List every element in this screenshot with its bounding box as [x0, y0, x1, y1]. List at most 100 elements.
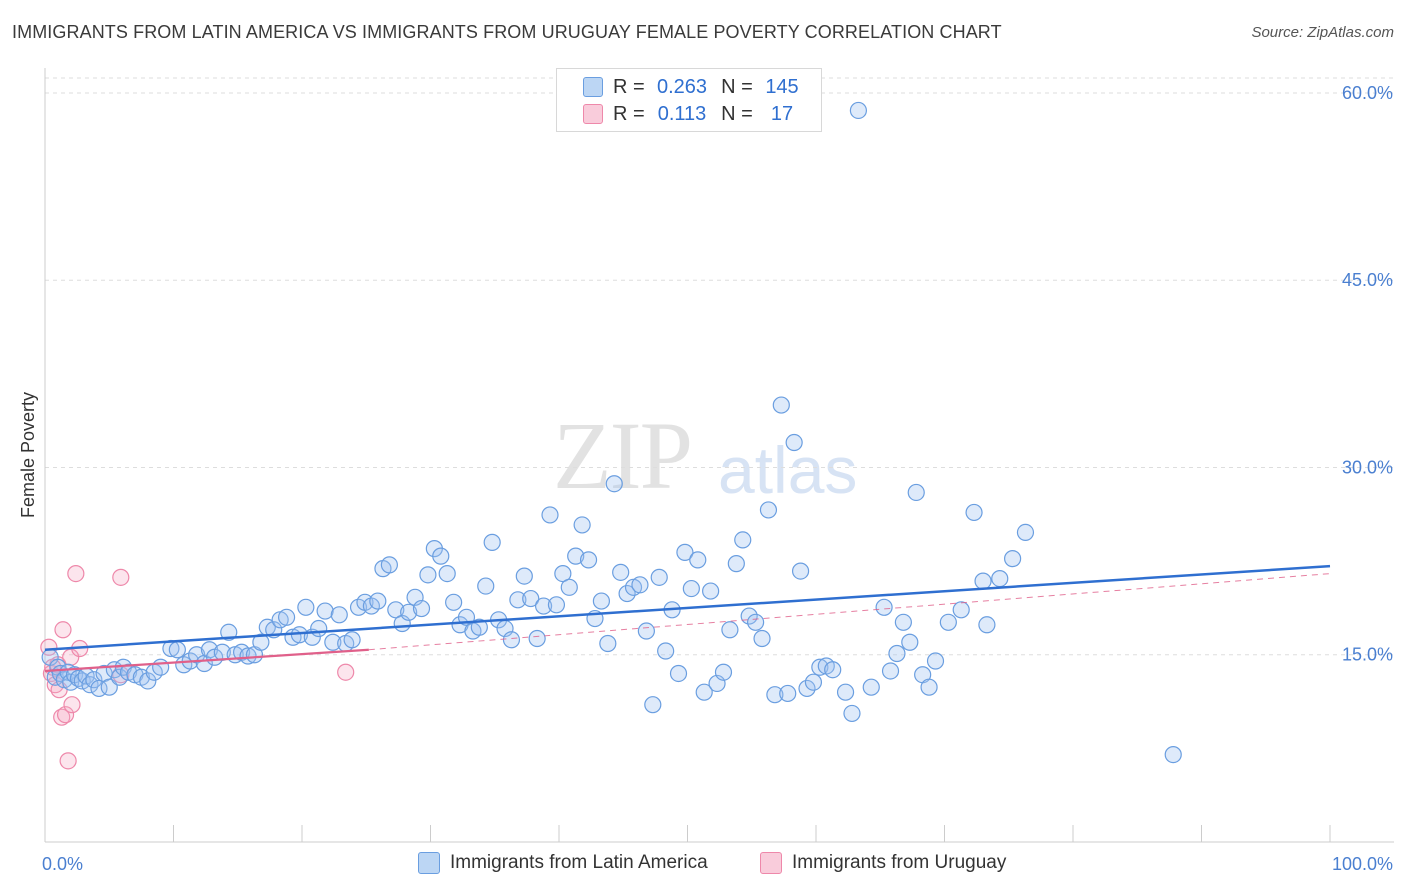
- point-latin-america: [477, 577, 495, 595]
- point-latin-america: [785, 433, 803, 452]
- point-latin-america: [753, 629, 771, 648]
- legend-r-value: 0.113: [657, 102, 707, 125]
- point-latin-america: [567, 547, 585, 565]
- legend-r-label: R =: [613, 75, 645, 98]
- point-latin-america: [412, 599, 431, 618]
- y-tick-label: 15.0%: [1342, 645, 1393, 665]
- bottom-legend-label: Immigrants from Latin America: [450, 852, 708, 873]
- tick-labels: 15.0% 30.0% 45.0% 60.0% 0.0% 100.0%: [42, 83, 1393, 874]
- legend-row-uruguay: R = 0.113 N = 17: [583, 102, 807, 126]
- point-latin-america: [843, 704, 861, 723]
- x-tick-label-min: 0.0%: [42, 854, 83, 874]
- point-uruguay: [56, 706, 75, 724]
- point-latin-america: [650, 568, 668, 586]
- point-latin-america: [380, 556, 398, 574]
- point-latin-america: [689, 551, 707, 569]
- point-latin-america: [316, 602, 334, 620]
- point-latin-america: [920, 678, 938, 696]
- y-tick-label: 60.0%: [1342, 83, 1393, 103]
- point-latin-america: [85, 671, 103, 689]
- point-latin-america: [139, 672, 157, 690]
- point-latin-america: [438, 565, 456, 583]
- point-latin-america: [1016, 523, 1035, 542]
- point-latin-america: [522, 589, 540, 608]
- point-latin-america: [445, 593, 463, 611]
- point-latin-america: [721, 621, 739, 639]
- x-tick-label-max: 100.0%: [1332, 854, 1393, 874]
- point-latin-america: [369, 592, 387, 610]
- point-latin-america: [888, 644, 906, 663]
- point-latin-america: [875, 598, 893, 616]
- point-latin-america: [168, 641, 186, 659]
- point-latin-america: [791, 562, 810, 580]
- bottom-legend-swatch-pink: [760, 852, 782, 874]
- point-latin-america: [881, 662, 900, 680]
- legend-r-label: R =: [613, 102, 645, 125]
- point-latin-america: [974, 572, 992, 590]
- point-latin-america: [965, 503, 983, 522]
- bottom-legend-swatch-blue: [418, 852, 440, 874]
- point-latin-america: [152, 658, 170, 676]
- source-credit: Source: ZipAtlas.com: [1251, 24, 1394, 41]
- point-latin-america: [952, 601, 970, 619]
- correlation-legend: R = 0.263 N = 145 R = 0.113 N = 17: [556, 68, 822, 132]
- point-latin-america: [252, 633, 270, 651]
- point-uruguay: [112, 568, 130, 586]
- point-latin-america: [509, 591, 527, 609]
- point-latin-america: [470, 618, 488, 636]
- legend-swatch-blue: [583, 77, 603, 97]
- legend-n-value: 145: [765, 75, 799, 98]
- series-latin-america: [41, 101, 1182, 764]
- point-uruguay: [54, 621, 72, 639]
- point-latin-america: [637, 622, 655, 640]
- point-latin-america: [901, 633, 919, 651]
- trend-line-uruguay-extrapolated: [368, 573, 1331, 651]
- point-latin-america: [239, 647, 257, 665]
- point-latin-america: [297, 598, 315, 616]
- point-latin-america: [894, 613, 912, 631]
- point-latin-america: [811, 658, 829, 676]
- point-latin-america: [1164, 746, 1182, 764]
- point-latin-america: [824, 661, 842, 679]
- point-latin-america: [573, 516, 591, 534]
- grid-lines: [45, 77, 1394, 656]
- point-latin-america: [220, 623, 238, 641]
- point-latin-america: [618, 584, 636, 603]
- point-latin-america: [502, 631, 521, 649]
- point-latin-america: [560, 578, 578, 596]
- bottom-legend-label: Immigrants from Uruguay: [792, 852, 1007, 873]
- point-latin-america: [599, 634, 617, 653]
- point-latin-america: [528, 629, 546, 648]
- point-latin-america: [939, 613, 957, 631]
- trend-line-latin-america: [44, 564, 1331, 651]
- point-latin-america: [779, 684, 797, 703]
- point-latin-america: [836, 683, 855, 701]
- point-latin-america: [605, 475, 623, 493]
- point-latin-america: [554, 565, 572, 583]
- point-latin-america: [926, 652, 945, 670]
- legend-row-latin-america: R = 0.263 N = 145: [583, 75, 807, 99]
- point-latin-america: [862, 678, 880, 696]
- trend-lines: [44, 564, 1331, 673]
- axes: [44, 68, 1394, 843]
- point-latin-america: [579, 551, 598, 569]
- point-latin-america: [547, 596, 566, 614]
- point-latin-america: [907, 483, 925, 502]
- point-latin-america: [702, 582, 720, 600]
- point-latin-america: [330, 606, 348, 624]
- point-latin-america: [657, 642, 675, 660]
- point-latin-america: [804, 673, 823, 691]
- point-latin-america: [400, 603, 418, 621]
- bottom-legend-latin-america: Immigrants from Latin America: [418, 852, 708, 874]
- series-uruguay: [40, 565, 355, 770]
- chart-title: IMMIGRANTS FROM LATIN AMERICA VS IMMIGRA…: [12, 22, 1002, 42]
- point-uruguay: [337, 663, 355, 681]
- point-latin-america: [515, 567, 533, 585]
- legend-swatch-pink: [583, 104, 603, 124]
- trend-line-uruguay: [44, 648, 369, 673]
- point-latin-america: [631, 576, 649, 594]
- bottom-legend-uruguay: Immigrants from Uruguay: [760, 852, 1006, 874]
- point-latin-america: [798, 679, 816, 698]
- point-latin-america: [644, 696, 662, 714]
- point-latin-america: [695, 683, 713, 701]
